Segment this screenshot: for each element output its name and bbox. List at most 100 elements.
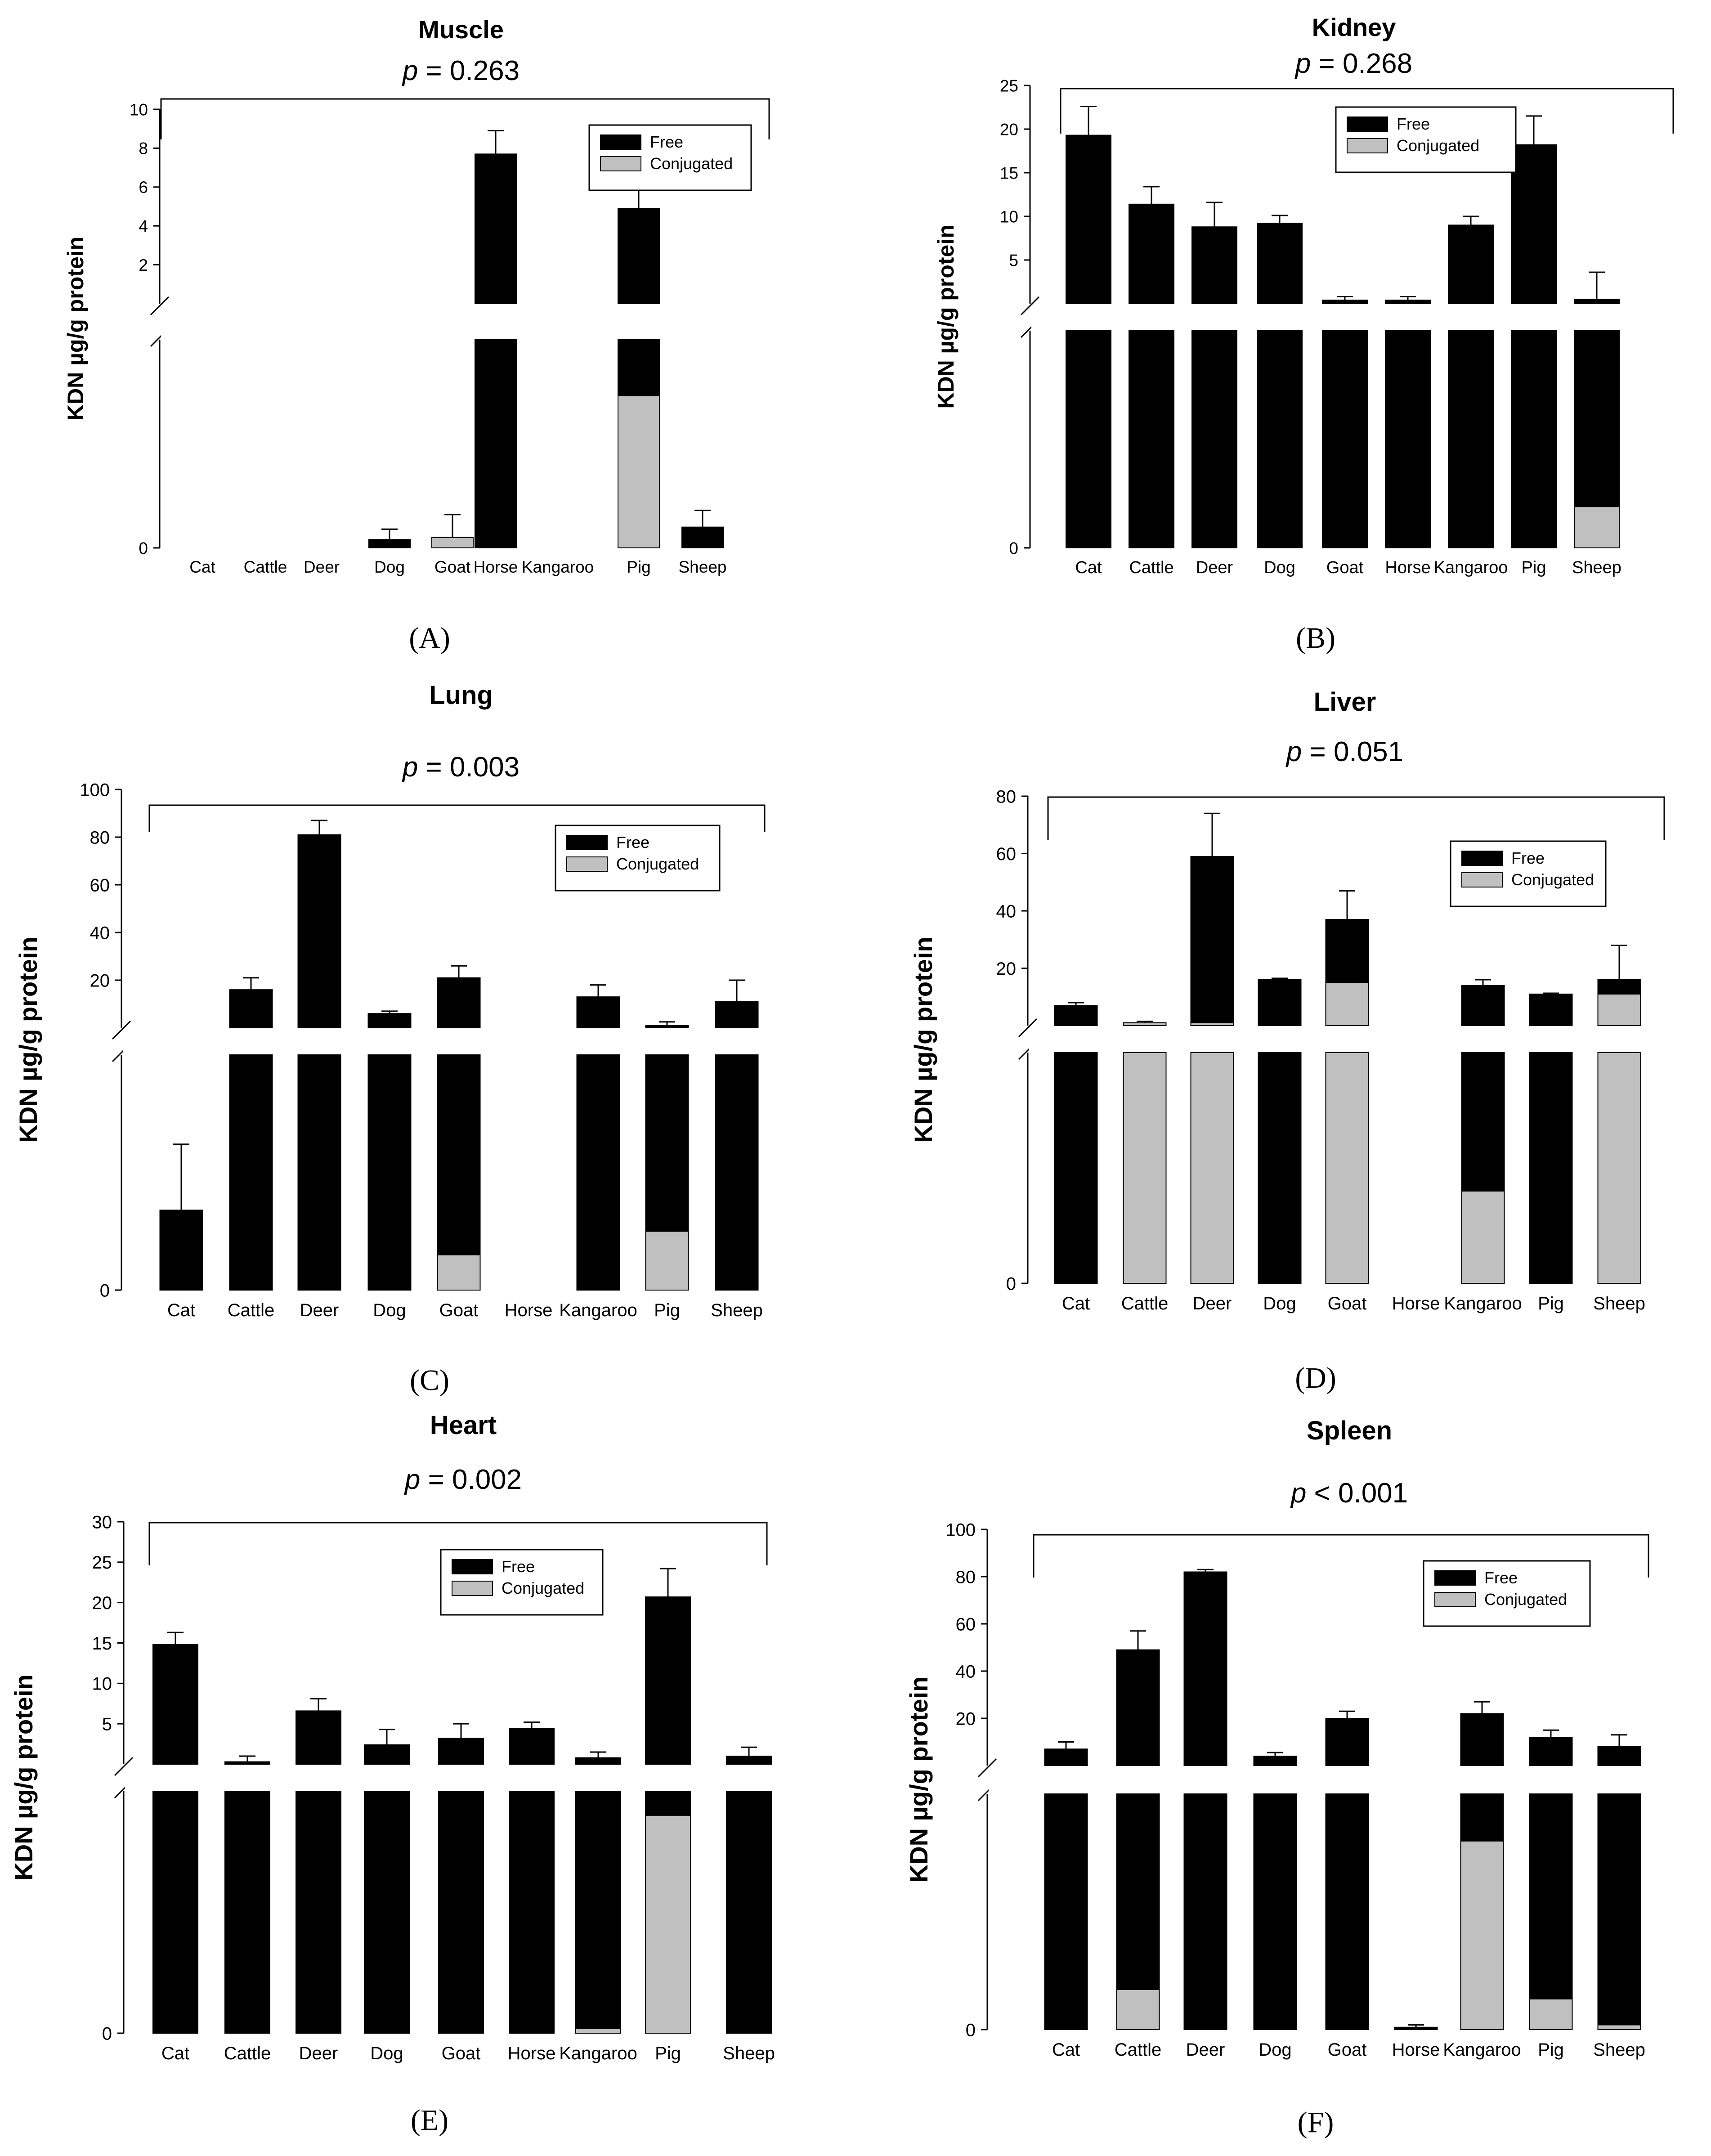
error-bar-upper-cattle — [1137, 1020, 1153, 1023]
error-bar-upper-deer — [310, 1698, 327, 1711]
category-label-deer: Deer — [300, 1300, 339, 1320]
bar-upper-deer — [1191, 226, 1237, 304]
chart-title: Kidney — [1312, 13, 1396, 41]
bar-lower-pig — [1511, 330, 1557, 548]
category-label-pig: Pig — [1538, 1294, 1564, 1313]
error-bar-upper-goat — [1337, 296, 1353, 300]
axis-break-mark — [1020, 296, 1040, 316]
category-label-kangaroo: Kangaroo — [559, 1300, 637, 1320]
category-label-cat: Cat — [1075, 558, 1102, 577]
y-tick-label: 100 — [80, 780, 110, 800]
category-label-cat: Cat — [167, 1300, 195, 1320]
category-label-horse: Horse — [1385, 558, 1430, 577]
error-bar-upper-dog — [379, 1729, 395, 1745]
bar-lower-dog — [1253, 1793, 1297, 2030]
bar-lower-cat — [1066, 330, 1111, 548]
bar-lower-conjugated-sheep — [1574, 506, 1620, 548]
axis-break-gap — [1029, 1027, 1675, 1051]
panel-label: (C) — [410, 1364, 449, 1397]
legend-label-conjugated: Conjugated — [1511, 870, 1594, 889]
bar-lower-conjugated-pig — [645, 1231, 689, 1291]
error-bar-upper-kangaroo — [590, 984, 606, 997]
bar-upper-dog — [1257, 223, 1303, 304]
legend-label-conjugated: Conjugated — [1397, 136, 1479, 155]
chart-title: Muscle — [418, 15, 504, 44]
category-label-cat: Cat — [1062, 1294, 1090, 1313]
bar-upper-sheep — [726, 1756, 772, 1765]
bar-upper-goat — [437, 977, 481, 1028]
category-label-dog: Dog — [370, 2044, 403, 2063]
y-tick-label: 20 — [90, 971, 110, 991]
error-bar-upper-cat — [1058, 1741, 1074, 1749]
bar-upper-cattle — [224, 1761, 270, 1765]
bar-lower-conjugated-cattle — [1123, 1052, 1167, 1284]
category-label-cattle: Cattle — [228, 1300, 275, 1320]
panel-label: (E) — [411, 2104, 448, 2137]
bar-upper-kangaroo — [576, 996, 620, 1029]
bar-lower-dog — [367, 1054, 412, 1291]
bar-upper-cat — [1054, 1005, 1098, 1026]
bar-upper-dog — [1253, 1756, 1297, 1766]
panel-label: (A) — [409, 622, 450, 654]
error-bar-upper-kangaroo — [590, 1751, 606, 1758]
legend-swatch-conjugated — [566, 856, 608, 872]
p-value-rest: = 0.003 — [418, 752, 520, 783]
y-tick-label: 20 — [1000, 120, 1018, 139]
bar-upper-deer — [1183, 1571, 1227, 1766]
category-label-goat: Goat — [1326, 558, 1364, 577]
category-label-kangaroo: Kangaroo — [1434, 558, 1508, 577]
y-tick-label: 80 — [90, 828, 110, 847]
bar-lower-goat — [438, 1791, 484, 2034]
legend-swatch-free — [566, 835, 608, 850]
bar-upper-sheep — [1597, 1746, 1641, 1766]
category-label-goat: Goat — [442, 2044, 481, 2063]
bar-upper-cattle — [229, 989, 273, 1028]
p-value-label: p = 0.003 — [402, 752, 520, 783]
error-bar-upper-pig — [660, 1568, 676, 1597]
bar-lower-conjugated-cattle — [1116, 1989, 1160, 2030]
y-tick-label: 60 — [996, 844, 1017, 864]
y-tick-label: 10 — [92, 1674, 112, 1694]
error-bar-lower-goat — [444, 514, 461, 538]
category-label-goat: Goat — [434, 558, 471, 576]
y-tick-label: 100 — [945, 1520, 976, 1540]
significance-bracket — [148, 1522, 768, 1565]
y-axis-label: KDN µg/g protein — [905, 1676, 933, 1883]
legend: Free Conjugated — [1450, 840, 1607, 907]
bar-lower-dog — [1258, 1052, 1302, 1284]
y-tick-label: 60 — [956, 1614, 976, 1634]
bar-upper-kangaroo — [1460, 1713, 1504, 1766]
bar-lower-pig — [1529, 1793, 1573, 2030]
legend-swatch-conjugated — [1461, 872, 1503, 888]
error-bar-upper-kangaroo — [1474, 1701, 1490, 1714]
y-tick-label: 4 — [139, 217, 148, 236]
p-value-rest: = 0.263 — [418, 55, 520, 86]
y-tick-label: 20 — [956, 1709, 976, 1729]
panel-label: (D) — [1295, 1362, 1336, 1394]
bar-lower-conjugated-deer — [1190, 1052, 1234, 1284]
y-tick-label: 0 — [1006, 1274, 1016, 1294]
category-label-dog: Dog — [1264, 558, 1295, 577]
category-label-cattle: Cattle — [1115, 2040, 1162, 2060]
category-label-kangaroo: Kangaroo — [522, 558, 594, 576]
legend-label-free: Free — [1511, 849, 1545, 867]
bar-lower-goat — [437, 1054, 481, 1291]
axis-break-mark — [977, 1758, 997, 1778]
legend-label-free: Free — [1484, 1569, 1518, 1587]
error-bar-upper-sheep — [1589, 271, 1605, 300]
legend-swatch-conjugated — [1347, 138, 1388, 153]
legend-label-free: Free — [650, 133, 683, 151]
error-bar-upper-horse — [1400, 296, 1416, 300]
y-axis-label: KDN µg/g protein — [14, 937, 42, 1143]
y-tick-label: 5 — [102, 1715, 112, 1735]
category-label-horse: Horse — [1392, 1294, 1440, 1313]
p-value-italic: p — [1294, 48, 1311, 79]
bar-lower-conjugated-kangaroo — [575, 2028, 621, 2034]
error-bar-upper-cattle — [1130, 1630, 1146, 1650]
y-tick-label: 0 — [139, 539, 148, 557]
bar-lower-deer — [1183, 1793, 1227, 2030]
bar-lower-deer — [297, 1054, 341, 1291]
category-label-dog: Dog — [1259, 2040, 1291, 2060]
